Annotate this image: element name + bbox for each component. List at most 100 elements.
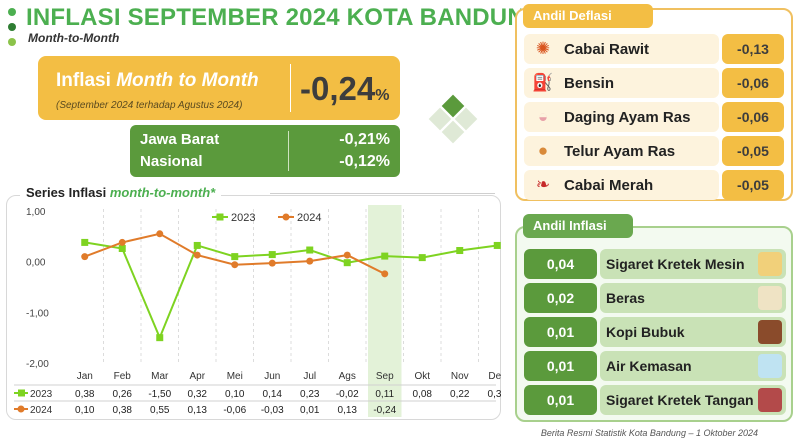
deflation-item-value: -0,06 <box>722 102 784 132</box>
region-row-nasional: Nasional -0,12% <box>140 151 390 173</box>
inflation-item-value: 0,01 <box>524 351 597 381</box>
data-point <box>156 334 164 342</box>
table-cell-value: 0,11 <box>375 389 394 400</box>
egg-icon: ● <box>537 141 549 160</box>
inflation-item-value: 0,01 <box>524 385 597 415</box>
inflation-item-value: 0,02 <box>524 283 597 313</box>
table-cell-value: 0,08 <box>413 389 433 400</box>
inflation-item-value: 0,01 <box>524 317 597 347</box>
mtm-period: (September 2024 terhadap Agustus 2024) <box>56 100 243 111</box>
deflation-item-value: -0,05 <box>722 170 784 200</box>
deflation-item-name: Cabai Rawit <box>564 41 650 58</box>
table-cell-value: 0,55 <box>150 405 170 416</box>
inflation-line-chart: 1,00 0,00 -1,00 -2,00 Jan Feb Mar Apr Mei Jun Jul A… <box>14 205 501 417</box>
x-tick-label: Des <box>488 371 501 382</box>
chart-frame <box>6 195 501 420</box>
data-point <box>456 247 464 255</box>
x-tick-label: Jan <box>77 371 93 382</box>
mtm-value: -0,24% <box>300 70 390 107</box>
table-cell-value: 0,14 <box>263 389 283 400</box>
deflation-heading: Andil Deflasi <box>523 4 653 28</box>
water-bottle-icon <box>758 354 782 378</box>
region-name: Nasional <box>140 153 203 170</box>
data-point <box>343 259 351 267</box>
x-tick-label: Mar <box>151 371 169 382</box>
chart-title: Series Inflasi month-to-month* <box>20 185 222 200</box>
table-cell-value: -1,50 <box>148 389 171 400</box>
data-point <box>118 244 126 252</box>
deflation-item-value: -0,06 <box>722 68 784 98</box>
data-point <box>156 230 164 238</box>
data-point <box>231 261 239 269</box>
table-series-name: 2023 <box>30 389 53 400</box>
data-point <box>268 251 276 259</box>
mtm-divider <box>290 64 291 112</box>
data-point <box>268 259 276 267</box>
inflation-item-name: Kopi Bubuk <box>606 324 685 340</box>
y-tick-label: 0,00 <box>26 258 46 269</box>
region-divider <box>288 131 289 171</box>
inflation-item-row: Kopi Bubuk <box>600 317 786 347</box>
inflation-item-name: Beras <box>606 290 645 306</box>
chili-icon: ✺ <box>535 39 551 58</box>
x-tick-label: Apr <box>189 371 205 382</box>
legend-label: 2024 <box>297 212 321 224</box>
rice-sack-icon <box>758 286 782 310</box>
series-line-2023 <box>84 241 498 341</box>
inflation-item-row: Beras <box>600 283 786 313</box>
table-cell-value: 0,22 <box>450 389 470 400</box>
table-cell-value: 0,10 <box>75 405 95 416</box>
deflation-item-name: Cabai Merah <box>564 177 654 194</box>
deflation-item-value: -0,13 <box>722 34 784 64</box>
chicken-meat-icon: ◒ <box>537 107 549 126</box>
table-cell-value: 0,38 <box>113 405 133 416</box>
inflation-item-row: Sigaret Kretek Tangan <box>600 385 786 415</box>
x-tick-label: Jul <box>303 371 316 382</box>
table-cell-value: -0,06 <box>223 405 246 416</box>
data-point <box>118 238 126 246</box>
data-point <box>81 253 89 261</box>
data-point <box>493 241 501 249</box>
table-cell-value: 0,13 <box>188 405 208 416</box>
x-tick-label: Sep <box>376 371 394 382</box>
deflation-item-row: ✺ Cabai Rawit <box>524 34 719 64</box>
deflation-item-row: ⛽ Bensin <box>524 68 719 98</box>
x-tick-label: Mei <box>227 371 243 382</box>
x-tick-label: Ags <box>339 371 356 382</box>
inflation-item-row: Sigaret Kretek Mesin <box>600 249 786 279</box>
table-cell-value: 0,32 <box>488 389 501 400</box>
table-legend-marker <box>18 389 25 397</box>
table-cell-value: -0,02 <box>336 389 359 400</box>
table-cell-value: 0,23 <box>300 389 320 400</box>
table-legend-marker <box>17 405 25 413</box>
data-point <box>81 238 89 246</box>
table-cell-value: -0,03 <box>261 405 284 416</box>
hand-cigarette-icon <box>758 388 782 412</box>
x-tick-label: Jun <box>264 371 280 382</box>
deflation-item-row: ● Telur Ayam Ras <box>524 136 719 166</box>
table-cell-value: 0,10 <box>225 389 245 400</box>
x-tick-label: Okt <box>414 371 430 382</box>
inflation-item-name: Sigaret Kretek Tangan <box>606 392 754 408</box>
region-value: -0,12% <box>339 153 390 170</box>
region-value: -0,21% <box>339 131 390 148</box>
cigarette-pack-icon <box>758 252 782 276</box>
table-series-name: 2024 <box>30 405 53 416</box>
highlight-band <box>368 205 402 417</box>
region-name: Jawa Barat <box>140 131 220 148</box>
data-point <box>343 251 351 259</box>
legend-marker <box>282 213 290 221</box>
mtm-inflation-box: Inflasi Month to Month (September 2024 t… <box>38 56 400 120</box>
inflation-heading: Andil Inflasi <box>523 214 633 238</box>
deflation-item-row: ◒ Daging Ayam Ras <box>524 102 719 132</box>
page-title: INFLASI SEPTEMBER 2024 KOTA BANDUNG <box>26 4 544 31</box>
inflation-item-name: Air Kemasan <box>606 358 692 374</box>
data-point <box>193 251 201 259</box>
table-cell-value: 0,13 <box>338 405 358 416</box>
legend-marker <box>216 213 224 221</box>
y-tick-label: -1,00 <box>26 308 49 319</box>
decorative-diamonds <box>428 94 478 146</box>
x-tick-label: Nov <box>451 371 469 382</box>
fuel-nozzle-icon: ⛽ <box>532 73 554 92</box>
inflation-item-row: Air Kemasan <box>600 351 786 381</box>
